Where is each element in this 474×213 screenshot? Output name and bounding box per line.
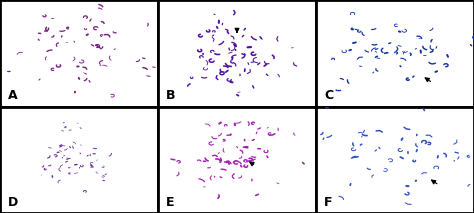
Ellipse shape — [52, 175, 53, 178]
Ellipse shape — [62, 157, 63, 158]
Ellipse shape — [470, 44, 472, 46]
Ellipse shape — [359, 66, 362, 67]
Ellipse shape — [81, 144, 82, 146]
Ellipse shape — [242, 146, 249, 148]
Ellipse shape — [37, 39, 40, 41]
Ellipse shape — [51, 18, 54, 19]
Ellipse shape — [245, 161, 250, 163]
Ellipse shape — [375, 51, 377, 53]
Text: F: F — [324, 196, 332, 209]
Ellipse shape — [97, 160, 98, 161]
Ellipse shape — [170, 158, 176, 160]
Ellipse shape — [355, 29, 358, 30]
Ellipse shape — [218, 152, 219, 154]
Ellipse shape — [378, 147, 381, 149]
Ellipse shape — [418, 38, 421, 39]
Ellipse shape — [152, 66, 156, 68]
Ellipse shape — [457, 156, 459, 160]
Ellipse shape — [91, 44, 94, 46]
Ellipse shape — [77, 123, 79, 124]
Ellipse shape — [423, 55, 427, 56]
Text: A: A — [8, 89, 18, 102]
Ellipse shape — [291, 47, 294, 48]
Ellipse shape — [256, 131, 257, 134]
Ellipse shape — [213, 14, 216, 15]
Text: D: D — [8, 196, 18, 209]
Ellipse shape — [400, 65, 401, 67]
Ellipse shape — [89, 80, 91, 83]
Ellipse shape — [454, 160, 455, 162]
Ellipse shape — [65, 42, 68, 43]
Ellipse shape — [436, 46, 437, 49]
Text: E: E — [166, 196, 174, 209]
Ellipse shape — [66, 159, 68, 160]
Ellipse shape — [398, 45, 402, 47]
Ellipse shape — [236, 146, 238, 148]
Ellipse shape — [373, 72, 374, 73]
Ellipse shape — [374, 149, 377, 152]
Ellipse shape — [415, 48, 417, 50]
Ellipse shape — [259, 36, 263, 40]
Ellipse shape — [376, 58, 380, 59]
Ellipse shape — [247, 62, 249, 65]
Ellipse shape — [237, 92, 241, 93]
Ellipse shape — [252, 139, 255, 141]
Ellipse shape — [41, 174, 42, 176]
Ellipse shape — [415, 180, 417, 182]
Ellipse shape — [266, 127, 269, 128]
Ellipse shape — [88, 155, 90, 156]
Ellipse shape — [243, 147, 247, 148]
Ellipse shape — [239, 73, 241, 76]
Ellipse shape — [212, 35, 214, 37]
Ellipse shape — [74, 91, 76, 94]
Ellipse shape — [114, 48, 116, 50]
Ellipse shape — [61, 130, 64, 131]
Ellipse shape — [83, 72, 85, 74]
Ellipse shape — [63, 122, 64, 123]
Ellipse shape — [73, 41, 75, 43]
Ellipse shape — [276, 183, 280, 184]
Ellipse shape — [61, 35, 63, 38]
Ellipse shape — [214, 176, 215, 178]
Ellipse shape — [85, 73, 87, 75]
Ellipse shape — [361, 135, 363, 138]
Ellipse shape — [251, 178, 253, 182]
Text: C: C — [324, 89, 333, 102]
Ellipse shape — [207, 167, 211, 168]
Ellipse shape — [202, 53, 204, 55]
Ellipse shape — [375, 48, 378, 50]
Ellipse shape — [228, 52, 233, 53]
Ellipse shape — [235, 49, 237, 51]
Ellipse shape — [95, 44, 98, 46]
Ellipse shape — [230, 133, 232, 136]
Ellipse shape — [7, 71, 11, 72]
Ellipse shape — [351, 156, 356, 159]
Ellipse shape — [416, 134, 418, 136]
Ellipse shape — [79, 167, 80, 169]
Ellipse shape — [63, 155, 65, 156]
Text: B: B — [166, 89, 175, 102]
Ellipse shape — [407, 151, 409, 154]
